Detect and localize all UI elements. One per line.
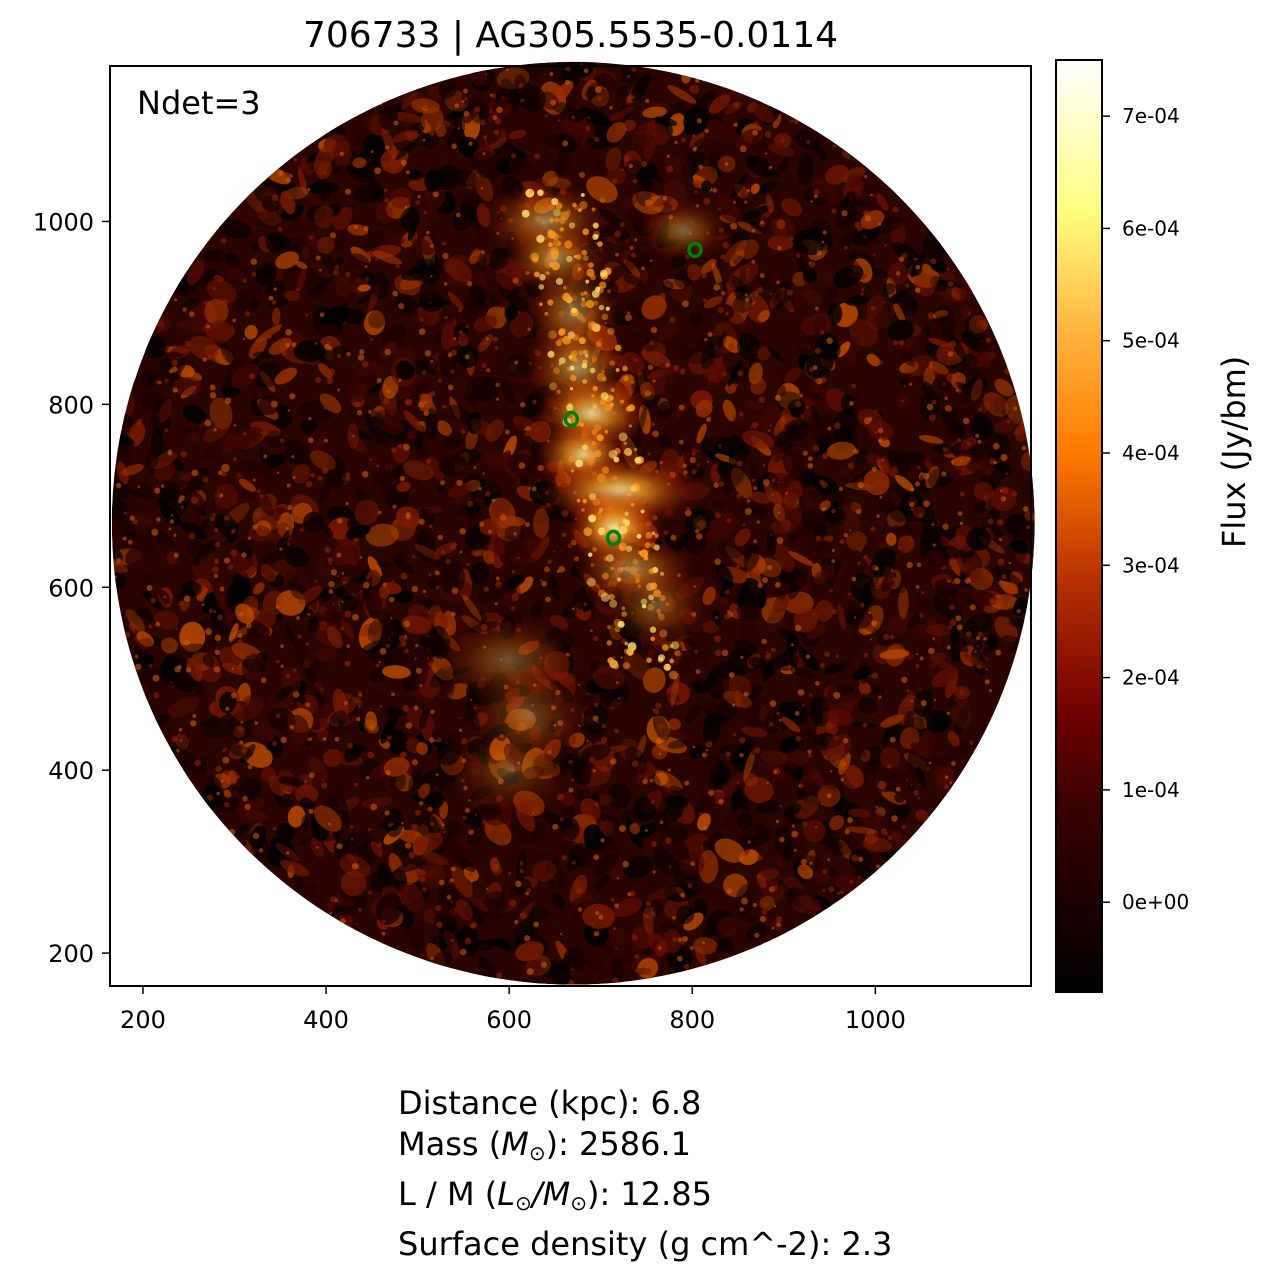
colorbar-tick-label: 3e-04 [1122, 553, 1180, 577]
surface-density-stat: Surface density (g cm^-2): 2.3 [398, 1225, 893, 1263]
y-tick-label: 200 [48, 940, 94, 968]
y-tick-label: 800 [48, 391, 94, 419]
emission-ridge [435, 180, 729, 816]
ndet-annotation: Ndet=3 [137, 84, 261, 122]
y-tick-label: 1000 [33, 208, 94, 236]
figure-title: 706733 | AG305.5535-0.0114 [302, 15, 839, 56]
lm-stat: L / M (L⊙/M⊙): 12.85 [398, 1175, 713, 1215]
x-tick-label: 600 [486, 1006, 532, 1034]
y-tick-label: 400 [48, 757, 94, 785]
mass-stat: Mass (M⊙): 2586.1 [398, 1125, 691, 1165]
detection-contour [563, 410, 580, 428]
colorbar-tick-label: 2e-04 [1122, 666, 1180, 690]
detections-layer [563, 241, 703, 547]
colorbar-ticks: 0e+00 1e-04 2e-04 3e-04 4e-04 5e-04 6e-04 7e-04 [1102, 104, 1189, 914]
detection-contour [687, 241, 703, 259]
stats-block: Distance (kpc): 6.8 Mass (M⊙): 2586.1 L … [398, 1083, 892, 1265]
x-axis: 200 400 600 800 1000 [120, 986, 906, 1034]
colorbar-tick-label: 7e-04 [1122, 104, 1180, 128]
x-tick-label: 800 [669, 1006, 715, 1034]
noise-texture [111, 61, 1035, 985]
flux-map [111, 61, 1035, 985]
colorbar-tick-label: 5e-04 [1122, 329, 1180, 353]
detection-marker [563, 410, 580, 428]
detection-contour [605, 529, 622, 547]
colorbar [1055, 59, 1103, 993]
detection-marker [687, 241, 703, 259]
x-tick-label: 400 [303, 1006, 349, 1034]
x-tick-label: 1000 [845, 1006, 906, 1034]
colorbar-label: Flux (Jy/bm) [1215, 355, 1253, 548]
y-axis: 200 400 600 800 1000 [33, 208, 110, 968]
colorbar-tick-label: 1e-04 [1122, 778, 1180, 802]
x-tick-label: 200 [120, 1006, 166, 1034]
y-tick-label: 600 [48, 574, 94, 602]
axes-frame [109, 65, 1032, 987]
colorbar-tick-label: 6e-04 [1122, 216, 1180, 240]
colorbar-tick-label: 4e-04 [1122, 441, 1180, 465]
colorbar-tick-label: 0e+00 [1122, 890, 1189, 914]
distance-stat: Distance (kpc): 6.8 [398, 1084, 702, 1122]
detection-marker [605, 529, 622, 547]
